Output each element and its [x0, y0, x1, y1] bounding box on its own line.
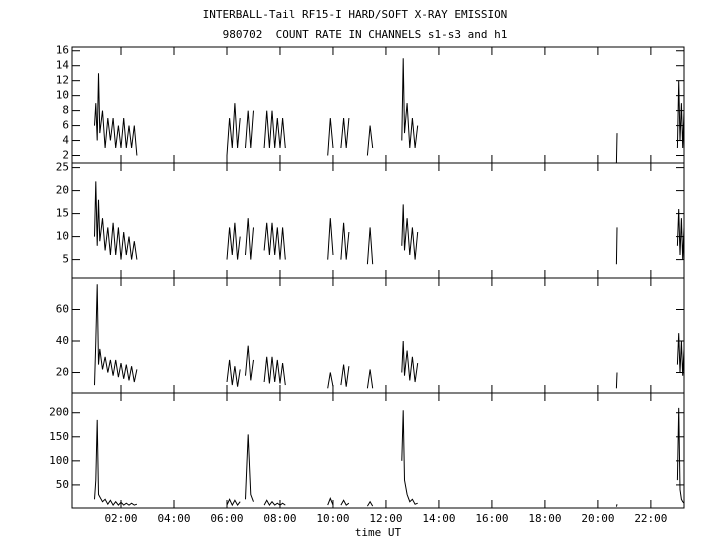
x-tick-label: 22:00: [634, 512, 667, 525]
data-line: [94, 407, 685, 507]
x-tick-label: 06:00: [210, 512, 243, 525]
x-axis-label: time UT: [355, 526, 402, 539]
y-tick-label: 25: [56, 161, 69, 174]
y-tick-label: 10: [56, 230, 69, 243]
x-tick-label: 14:00: [422, 512, 455, 525]
x-tick-label: 02:00: [104, 512, 137, 525]
y-tick-label: 60: [56, 303, 69, 316]
y-tick-label: 20: [56, 184, 69, 197]
chart-subtitle: 980702 COUNT RATE IN CHANNELS s1-s3 and …: [223, 28, 508, 41]
y-tick-label: 8: [62, 104, 69, 117]
y-tick-label: 150: [49, 430, 69, 443]
x-tick-label: 18:00: [528, 512, 561, 525]
data-line: [94, 284, 685, 389]
chart-title: INTERBALL-Tail RF15-I HARD/SOFT X-RAY EM…: [203, 8, 508, 21]
y-tick-label: 100: [49, 454, 69, 467]
y-tick-label: 14: [56, 59, 70, 72]
y-tick-label: 2: [62, 149, 69, 162]
data-line: [94, 181, 685, 265]
x-tick-label: 08:00: [263, 512, 296, 525]
data-line: [94, 58, 685, 164]
x-tick-label: 10:00: [316, 512, 349, 525]
y-tick-label: 5: [62, 253, 69, 266]
y-tick-label: 16: [56, 44, 69, 57]
y-tick-label: 200: [49, 406, 69, 419]
x-tick-label: 12:00: [369, 512, 402, 525]
y-tick-label: 12: [56, 74, 69, 87]
panel-frame: [71, 392, 685, 509]
y-tick-label: 50: [56, 478, 69, 491]
y-tick-label: 10: [56, 89, 69, 102]
y-tick-label: 20: [56, 366, 69, 379]
x-tick-label: 20:00: [581, 512, 614, 525]
y-tick-label: 4: [62, 134, 69, 147]
y-tick-label: 15: [56, 207, 69, 220]
y-tick-label: 40: [56, 334, 69, 347]
x-tick-label: 04:00: [157, 512, 190, 525]
x-tick-label: 16:00: [475, 512, 508, 525]
y-tick-label: 6: [62, 119, 69, 132]
